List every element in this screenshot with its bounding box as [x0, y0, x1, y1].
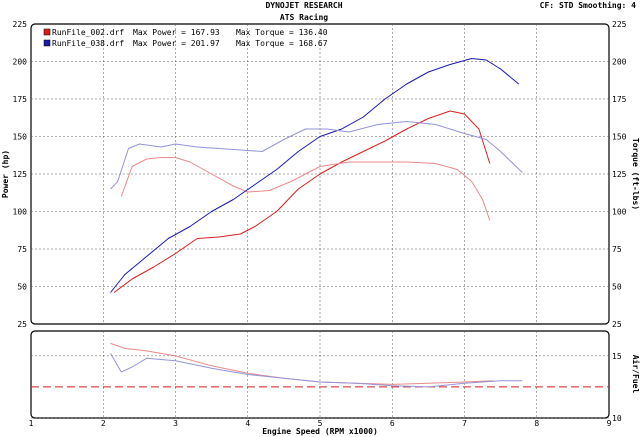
y-tick-label-power: 175 — [13, 95, 28, 104]
x-axis-ticks: 1 2 3 4 5 6 7 8 9 — [29, 419, 612, 428]
x-axis-label: Engine Speed (RPM x1000) — [262, 426, 378, 436]
y-tick-label-torque: 25 — [612, 320, 622, 329]
y-tick-label-torque: 150 — [612, 133, 627, 142]
x-tick-label: 4 — [245, 419, 250, 428]
y-tick-label-torque: 175 — [612, 95, 627, 104]
settings-text: CF: STD Smoothing: 4 — [540, 0, 637, 10]
series-line-torque-run-038 — [110, 121, 523, 190]
x-tick-label: 5 — [318, 419, 323, 428]
legend-torque-run-038: Max Torque = 168.67 — [236, 39, 328, 48]
y-tick-label-torque: 75 — [612, 245, 622, 254]
y-axis-label-power: Power (hp) — [1, 150, 10, 198]
series-line-power-run-038 — [110, 58, 520, 293]
legend-swatch-run-038 — [43, 39, 51, 47]
x-tick-label: 8 — [534, 419, 539, 428]
series-line-torque-run-002 — [120, 157, 491, 221]
y-tick-label-power: 225 — [13, 20, 28, 29]
legend-file-run-002: RunFile_002.drf — [52, 28, 124, 37]
afr-grid — [31, 331, 609, 419]
legend-file-run-038: RunFile_038.drf — [52, 39, 124, 48]
afr-series — [31, 342, 609, 388]
chart-title: DYNOJET RESEARCH — [265, 1, 342, 10]
legend-swatch-run-002 — [43, 28, 51, 36]
afr-ticks: 10 15 — [612, 352, 622, 423]
y-tick-label-power: 200 — [13, 58, 28, 67]
y-axis-label-torque: Torque (ft-lbs) — [631, 138, 640, 210]
legend-power-run-002: Max Power = 167.93 — [133, 28, 220, 37]
legend-power-run-038: Max Power = 201.97 — [133, 39, 220, 48]
y-tick-label-power: 150 — [13, 133, 28, 142]
chart-subtitle: ATS Racing — [280, 12, 328, 22]
main-ticks: 25 50 75 100 125 150 175 200 225 25 50 75 100 125 150 1… — [13, 20, 627, 329]
series-line-power-run-002 — [113, 110, 491, 293]
x-tick-label: 6 — [390, 419, 395, 428]
y-tick-label-airfuel: 15 — [612, 352, 622, 361]
x-tick-label: 9 — [607, 419, 612, 428]
y-tick-label-torque: 125 — [612, 170, 627, 179]
x-tick-label: 7 — [462, 419, 467, 428]
legend: RunFile_002.drf Max Power = 167.93 Max T… — [43, 28, 328, 48]
x-tick-label: 2 — [101, 419, 106, 428]
y-tick-label-power: 125 — [13, 170, 28, 179]
y-axis-label-airfuel: Air/Fuel — [631, 355, 640, 394]
y-tick-label-power: 75 — [17, 245, 27, 254]
x-tick-label: 1 — [29, 419, 34, 428]
legend-torque-run-002: Max Torque = 136.40 — [236, 28, 328, 37]
y-tick-label-torque: 200 — [612, 58, 627, 67]
y-tick-label-power: 100 — [13, 208, 28, 217]
main-series — [110, 58, 523, 293]
y-tick-label-torque: 225 — [612, 20, 627, 29]
y-tick-label-power: 50 — [17, 283, 27, 292]
afr-series-line-run-038 — [110, 353, 523, 388]
y-tick-label-power: 25 — [17, 320, 27, 329]
y-tick-label-torque: 100 — [612, 208, 627, 217]
y-tick-label-torque: 50 — [612, 283, 622, 292]
y-tick-label-airfuel: 10 — [612, 414, 622, 423]
x-tick-label: 3 — [173, 419, 178, 428]
